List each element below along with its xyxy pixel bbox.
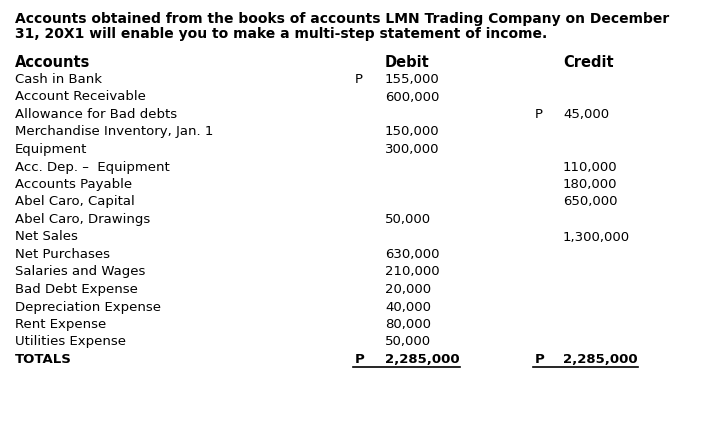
Text: 600,000: 600,000: [385, 91, 439, 103]
Text: P: P: [535, 108, 543, 121]
Text: TOTALS: TOTALS: [15, 353, 72, 366]
Text: 50,000: 50,000: [385, 213, 431, 226]
Text: 300,000: 300,000: [385, 143, 440, 156]
Text: Bad Debt Expense: Bad Debt Expense: [15, 283, 138, 296]
Text: 2,285,000: 2,285,000: [563, 353, 638, 366]
Text: Acc. Dep. –  Equipment: Acc. Dep. – Equipment: [15, 161, 169, 174]
Text: Credit: Credit: [563, 55, 614, 70]
Text: Cash in Bank: Cash in Bank: [15, 73, 102, 86]
Text: Abel Caro, Capital: Abel Caro, Capital: [15, 195, 135, 208]
Text: 2,285,000: 2,285,000: [385, 353, 460, 366]
Text: 20,000: 20,000: [385, 283, 431, 296]
Text: 40,000: 40,000: [385, 300, 431, 313]
Text: Salaries and Wages: Salaries and Wages: [15, 266, 145, 279]
Text: 31, 20X1 will enable you to make a multi-step statement of income.: 31, 20X1 will enable you to make a multi…: [15, 27, 547, 41]
Text: P: P: [535, 353, 545, 366]
Text: 110,000: 110,000: [563, 161, 618, 174]
Text: 80,000: 80,000: [385, 318, 431, 331]
Text: 180,000: 180,000: [563, 178, 618, 191]
Text: Equipment: Equipment: [15, 143, 88, 156]
Text: P: P: [355, 73, 363, 86]
Text: Net Purchases: Net Purchases: [15, 248, 110, 261]
Text: 50,000: 50,000: [385, 335, 431, 349]
Text: Merchandise Inventory, Jan. 1: Merchandise Inventory, Jan. 1: [15, 125, 213, 138]
Text: 45,000: 45,000: [563, 108, 609, 121]
Text: Depreciation Expense: Depreciation Expense: [15, 300, 161, 313]
Text: 150,000: 150,000: [385, 125, 440, 138]
Text: Debit: Debit: [385, 55, 430, 70]
Text: Accounts obtained from the books of accounts LMN Trading Company on December: Accounts obtained from the books of acco…: [15, 12, 669, 26]
Text: P: P: [355, 353, 365, 366]
Text: Abel Caro, Drawings: Abel Caro, Drawings: [15, 213, 150, 226]
Text: 1,300,000: 1,300,000: [563, 230, 630, 243]
Text: Net Sales: Net Sales: [15, 230, 78, 243]
Text: Rent Expense: Rent Expense: [15, 318, 106, 331]
Text: 155,000: 155,000: [385, 73, 440, 86]
Text: Account Receivable: Account Receivable: [15, 91, 146, 103]
Text: Accounts: Accounts: [15, 55, 90, 70]
Text: 630,000: 630,000: [385, 248, 440, 261]
Text: Accounts Payable: Accounts Payable: [15, 178, 132, 191]
Text: 650,000: 650,000: [563, 195, 618, 208]
Text: Utilities Expense: Utilities Expense: [15, 335, 126, 349]
Text: 210,000: 210,000: [385, 266, 440, 279]
Text: Allowance for Bad debts: Allowance for Bad debts: [15, 108, 177, 121]
